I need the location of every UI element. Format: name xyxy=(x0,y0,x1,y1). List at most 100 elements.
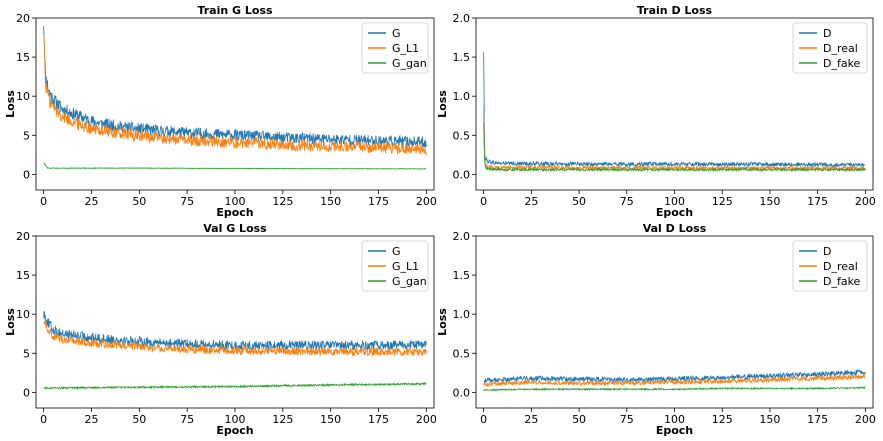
series-line-g-gan xyxy=(43,381,427,390)
series-line-d xyxy=(483,52,866,169)
x-tick-label: 0 xyxy=(480,195,487,208)
legend-entry: D_real xyxy=(823,42,858,55)
x-tick-label: 150 xyxy=(759,413,780,426)
series-line-d-fake xyxy=(483,122,866,173)
x-tick-label: 75 xyxy=(620,195,634,208)
series-group xyxy=(483,369,866,392)
legend-entry: D_fake xyxy=(823,275,861,288)
series-line-d-real xyxy=(483,107,866,172)
chart-panel-3: 0 25 50 75 100 125 150 175 200 0 5 10 15 20 Val G Loss… xyxy=(4,222,437,437)
x-tick-label: 175 xyxy=(368,413,389,426)
legend-box xyxy=(792,22,868,74)
chart-panel-2: 0 25 50 75 100 125 150 175 200 0.0 0.5 1.0 1.5 2.0 Tra… xyxy=(436,4,876,219)
legend-entry: D xyxy=(823,27,831,40)
x-tick-label: 200 xyxy=(416,413,437,426)
x-tick-label: 175 xyxy=(807,413,828,426)
legend-entry: G_gan xyxy=(392,57,427,70)
y-tick-label: 1.0 xyxy=(453,308,471,321)
x-tick-label: 25 xyxy=(84,413,98,426)
x-tick-label: 175 xyxy=(807,195,828,208)
y-tick-label: 0.5 xyxy=(453,347,471,360)
x-tick-label: 125 xyxy=(272,413,293,426)
x-tick-label: 50 xyxy=(132,413,146,426)
x-tick-label: 75 xyxy=(180,195,194,208)
x-tick-label: 50 xyxy=(572,413,586,426)
y-axis-label: Loss xyxy=(436,90,449,118)
x-tick-label: 200 xyxy=(855,413,876,426)
series-line-g-l1 xyxy=(43,33,427,155)
x-tick-label: 150 xyxy=(759,195,780,208)
x-tick-label: 125 xyxy=(272,195,293,208)
x-tick-label: 75 xyxy=(180,413,194,426)
legend-entry: D_fake xyxy=(823,57,861,70)
series-line-g-gan xyxy=(43,162,427,170)
chart-panel-1: 0 25 50 75 100 125 150 175 200 0 5 10 15 20 Train G Lo… xyxy=(4,4,437,219)
series-line-d-real xyxy=(483,373,866,387)
y-tick-label: 20 xyxy=(16,12,30,25)
y-axis-label: Loss xyxy=(436,308,449,336)
chart-title: Train D Loss xyxy=(637,4,713,17)
x-tick-label: 100 xyxy=(225,413,246,426)
legend-entry: D_real xyxy=(823,260,858,273)
y-tick-label: 15 xyxy=(16,269,30,282)
y-tick-label: 5 xyxy=(23,347,30,360)
chart-title: Val G Loss xyxy=(203,222,267,235)
x-tick-label: 50 xyxy=(132,195,146,208)
x-tick-label: 100 xyxy=(664,413,685,426)
y-tick-label: 0 xyxy=(23,386,30,399)
series-group xyxy=(43,26,427,170)
legend-entry: D xyxy=(823,245,831,258)
x-tick-label: 175 xyxy=(368,195,389,208)
y-tick-label: 0 xyxy=(23,168,30,181)
legend-entry: G_L1 xyxy=(392,260,419,273)
x-tick-label: 25 xyxy=(84,195,98,208)
series-line-g-l1 xyxy=(43,319,427,357)
chart-panel-4: 0 25 50 75 100 125 150 175 200 0.0 0.5 1.0 1.5 2.0 Val… xyxy=(436,222,876,437)
series-line-d-fake xyxy=(483,386,866,392)
y-tick-label: 10 xyxy=(16,308,30,321)
x-tick-label: 100 xyxy=(225,195,246,208)
y-tick-label: 0.0 xyxy=(453,386,471,399)
chart-title: Train G Loss xyxy=(197,4,273,17)
y-tick-label: 0.0 xyxy=(453,168,471,181)
x-tick-label: 25 xyxy=(524,413,538,426)
series-group xyxy=(483,52,866,173)
legend: G G_L1 G_gan xyxy=(361,22,429,74)
legend: D D_real D_fake xyxy=(792,22,868,74)
series-line-g xyxy=(43,26,427,148)
x-tick-label: 0 xyxy=(480,413,487,426)
x-axis-label: Epoch xyxy=(216,206,253,219)
x-tick-label: 150 xyxy=(320,413,341,426)
y-tick-label: 1.5 xyxy=(453,51,471,64)
legend-entry: G xyxy=(392,27,401,40)
y-tick-label: 15 xyxy=(16,51,30,64)
x-tick-label: 200 xyxy=(416,195,437,208)
x-tick-label: 0 xyxy=(40,413,47,426)
y-tick-label: 20 xyxy=(16,230,30,243)
legend-entry: G_gan xyxy=(392,275,427,288)
series-line-g xyxy=(43,311,427,351)
y-tick-label: 10 xyxy=(16,90,30,103)
legend: D D_real D_fake xyxy=(792,240,868,292)
y-axis-label: Loss xyxy=(4,308,17,336)
x-tick-label: 0 xyxy=(40,195,47,208)
y-axis-label: Loss xyxy=(4,90,17,118)
x-axis-label: Epoch xyxy=(216,424,253,437)
chart-title: Val D Loss xyxy=(643,222,707,235)
x-tick-label: 50 xyxy=(572,195,586,208)
legend-entry: G_L1 xyxy=(392,42,419,55)
x-tick-label: 100 xyxy=(664,195,685,208)
legend: G G_L1 G_gan xyxy=(361,240,429,292)
y-tick-label: 1.5 xyxy=(453,269,471,282)
y-tick-label: 2.0 xyxy=(453,230,471,243)
legend-entry: G xyxy=(392,245,401,258)
y-tick-label: 5 xyxy=(23,129,30,142)
legend-box xyxy=(792,240,868,292)
x-tick-label: 125 xyxy=(712,413,733,426)
legend-box xyxy=(361,22,429,74)
y-tick-label: 2.0 xyxy=(453,12,471,25)
series-group xyxy=(43,311,427,390)
x-axis-label: Epoch xyxy=(656,206,693,219)
x-tick-label: 200 xyxy=(855,195,876,208)
